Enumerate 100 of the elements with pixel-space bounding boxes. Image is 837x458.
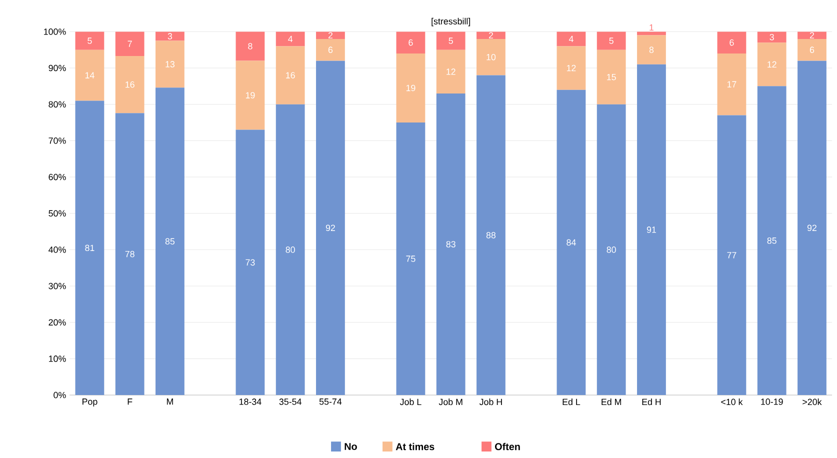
data-label: 5 (88, 37, 92, 44)
bar (757, 86, 786, 395)
bar (637, 64, 666, 395)
bar (236, 130, 265, 395)
bar (476, 38, 506, 76)
bar (396, 31, 426, 54)
x-tick-label: Job L (400, 398, 422, 405)
data-label: 92 (326, 224, 335, 231)
x-tick-label: Ed H (642, 398, 661, 405)
y-tick-label: 0% (54, 392, 66, 398)
data-label: 17 (727, 81, 736, 88)
bar (115, 56, 144, 113)
data-label: 2 (328, 32, 332, 38)
data-label: 10 (486, 54, 496, 60)
bar (596, 50, 626, 104)
x-tick-label: <10 k (721, 398, 743, 405)
bar (717, 31, 746, 54)
bar (757, 31, 786, 42)
data-label: 16 (286, 72, 295, 78)
bar (798, 60, 826, 395)
bar (637, 31, 666, 36)
data-label: 75 (406, 255, 416, 262)
data-label: 88 (486, 232, 496, 238)
data-label: 13 (166, 60, 175, 68)
x-tick-label: 55-74 (319, 398, 342, 405)
y-tick-label: 50% (48, 210, 66, 216)
bar (156, 40, 184, 88)
y-tick-label: 10% (49, 355, 66, 362)
y-tick-label: 60% (48, 174, 66, 180)
legend-label: At times (396, 442, 434, 450)
y-tick-label: 30% (48, 282, 66, 289)
data-label: 4 (568, 36, 574, 42)
bar (556, 31, 586, 46)
chart-title: [stressbill] (432, 18, 470, 26)
bar (75, 31, 104, 50)
data-label: 12 (446, 68, 456, 75)
bar (75, 50, 104, 101)
bar (316, 38, 345, 61)
x-tick-label: >20k (802, 398, 822, 405)
legend-label: No (344, 442, 357, 450)
bar (75, 100, 104, 395)
data-label: 7 (128, 40, 132, 47)
bar (156, 87, 184, 395)
data-label: 3 (770, 34, 774, 40)
data-label: 80 (606, 246, 616, 253)
bar (396, 122, 426, 395)
data-label: 8 (248, 42, 252, 50)
data-label: 6 (408, 39, 413, 46)
data-label: 6 (730, 39, 734, 46)
x-tick-label: F (128, 398, 132, 404)
bar (596, 31, 626, 50)
bar (436, 93, 466, 395)
data-label: 77 (727, 252, 736, 258)
x-tick-label: M (166, 398, 173, 404)
bar (476, 31, 506, 39)
bar (115, 112, 144, 395)
bar (436, 31, 466, 50)
data-label: 92 (807, 224, 816, 231)
bar (717, 53, 746, 116)
bar (236, 31, 265, 61)
data-label: 4 (288, 36, 293, 42)
x-tick-label: 35-54 (279, 398, 302, 405)
data-label: 83 (446, 240, 456, 248)
data-label: 6 (810, 46, 814, 53)
data-label: 73 (246, 259, 255, 266)
data-label: 85 (767, 237, 776, 244)
bar (436, 50, 466, 94)
x-tick-label: Ed M (602, 398, 622, 405)
data-label: 14 (85, 72, 94, 78)
data-label: 2 (810, 32, 814, 38)
bar (476, 75, 506, 395)
bar (798, 38, 826, 61)
bar (556, 46, 586, 90)
x-tick-label: 18-34 (240, 398, 262, 405)
x-tick-label: Job M (438, 398, 462, 405)
bar (316, 60, 345, 395)
data-label: 2 (488, 32, 493, 38)
bar (717, 115, 746, 395)
bar (396, 53, 426, 122)
y-tick-label: 80% (48, 100, 66, 108)
data-label: 84 (566, 239, 576, 246)
data-label: 15 (607, 74, 616, 80)
data-label: 1 (650, 24, 654, 30)
data-label: 5 (448, 37, 453, 44)
bar (276, 31, 305, 46)
x-tick-label: Job H (479, 398, 502, 405)
data-label: 12 (566, 64, 576, 71)
data-label: 19 (246, 92, 255, 98)
bar (236, 60, 265, 130)
bar (757, 42, 786, 86)
bar (276, 46, 305, 104)
x-tick-label: Ed L (562, 398, 580, 405)
y-tick-label: 70% (48, 137, 66, 144)
data-label: 78 (125, 250, 134, 258)
bar (637, 35, 666, 64)
data-label: 85 (165, 238, 175, 244)
y-tick-label: 40% (48, 246, 66, 253)
data-label: 19 (406, 84, 416, 91)
bar (276, 104, 305, 395)
data-label: 80 (286, 246, 295, 253)
